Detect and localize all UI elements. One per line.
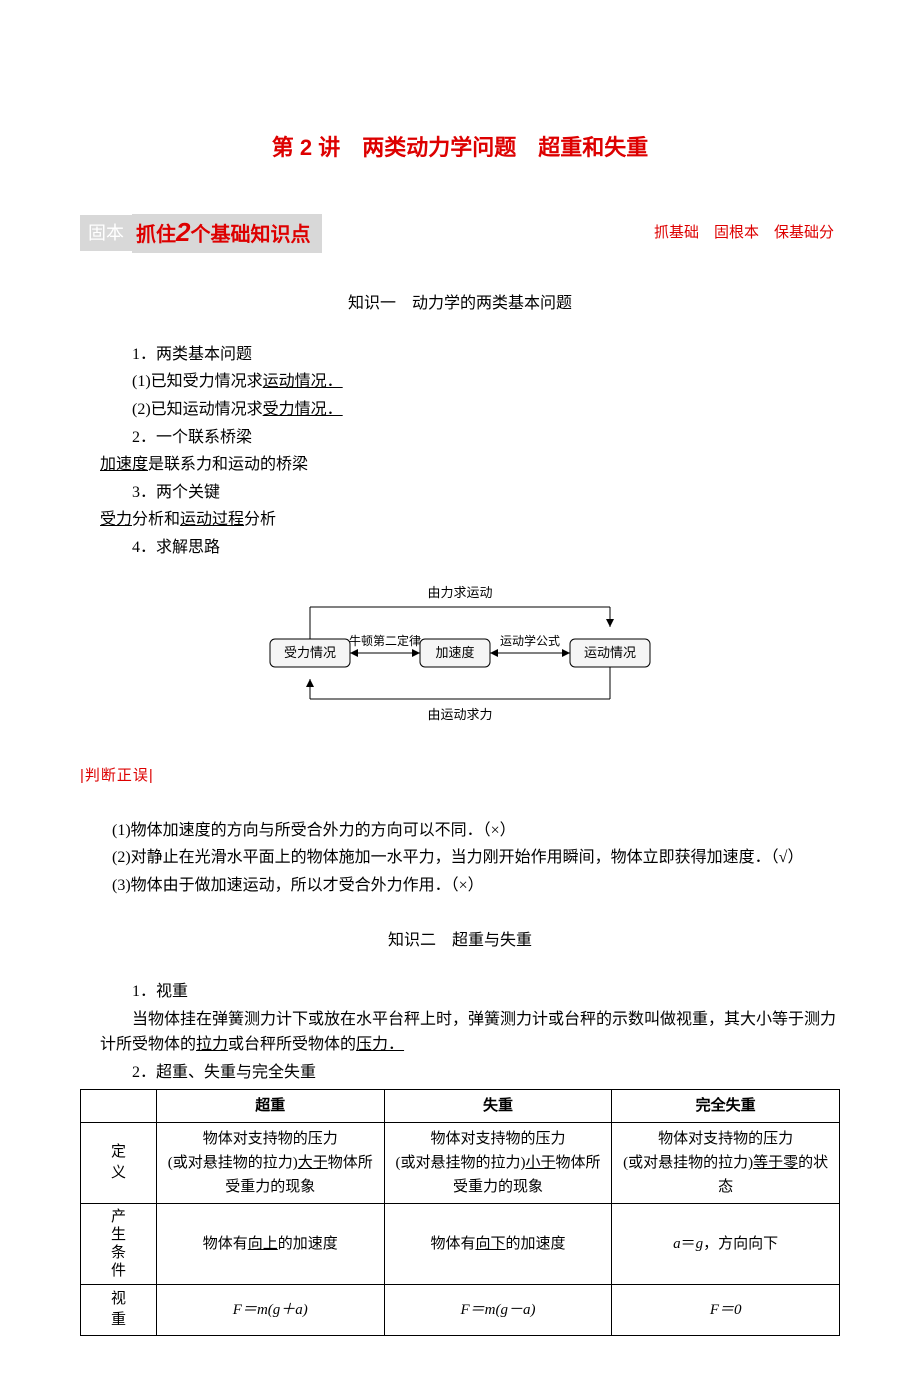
lecture-title: 第 2 讲 两类动力学问题 超重和失重	[80, 130, 840, 165]
s1-p1b-u: 受力情况．	[263, 401, 343, 418]
row-label-def: 定义	[81, 1123, 157, 1204]
row-label-weight: 视重	[81, 1285, 157, 1336]
judge-2: (2)对静止在光滑水平面上的物体施加一水平力，当力刚开始作用瞬间，物体立即获得加…	[80, 845, 840, 871]
section1-content: 1．两类基本问题 (1)已知受力情况求运动情况． (2)已知运动情况求受力情况．…	[100, 342, 840, 561]
s1-p3a-u1: 受力	[100, 511, 132, 528]
def-under: 物体对支持物的压力 (或对悬挂物的拉力)小于物体所受重力的现象	[384, 1123, 612, 1204]
th-over: 超重	[156, 1090, 384, 1123]
d-box-mid: 加速度	[435, 645, 474, 660]
w-zero: F＝0	[612, 1285, 840, 1336]
th-blank	[81, 1090, 157, 1123]
cond-under: 物体有向下的加速度	[384, 1204, 612, 1285]
table-row-weight: 视重 F＝m(g＋a) F＝m(g－a) F＝0	[81, 1285, 840, 1336]
def-zero-l1: 物体对支持物的压力	[658, 1131, 793, 1147]
s1-p3a-post: 分析	[244, 511, 276, 528]
diagram-svg: 由力求运动 受力情况 牛顿第二定律 加速度 运动学公式 运动情况 由运动求力	[230, 579, 690, 739]
banner: 固本 抓住2个基础知识点 抓基础 固根本 保基础分	[80, 215, 840, 251]
s1-p3: 3．两个关键	[100, 480, 840, 506]
def-zero: 物体对支持物的压力 (或对悬挂物的拉力)等于零的状态	[612, 1123, 840, 1204]
banner-subtitle: 抓基础 固根本 保基础分	[654, 215, 840, 251]
banner-post: 个基础知识点	[190, 224, 310, 246]
s1-p2a-u: 加速度	[100, 456, 148, 473]
s1-p2a: 加速度是联系力和运动的桥梁	[100, 452, 840, 478]
d-bottom-label: 由运动求力	[427, 707, 492, 722]
s2-p1a: 当物体挂在弹簧测力计下或放在水平台秤上时，弹簧测力计或台秤的示数叫做视重，其大小…	[100, 1007, 840, 1058]
s2-p1: 1．视重	[100, 979, 840, 1005]
def-over-u: 大于	[298, 1155, 328, 1171]
s1-p4: 4．求解思路	[100, 535, 840, 561]
s2-p1a-mid: 或台秤所受物体的	[228, 1036, 356, 1053]
def-under-u: 小于	[525, 1155, 555, 1171]
table-row-cond: 产生条件 物体有向上的加速度 物体有向下的加速度 a＝g，方向向下	[81, 1204, 840, 1285]
s1-p3a-mid: 分析和	[132, 511, 180, 528]
th-under: 失重	[384, 1090, 612, 1123]
banner-tag: 固本	[80, 215, 132, 251]
s1-p1b: (2)已知运动情况求受力情况．	[100, 397, 840, 423]
cond-over-pre: 物体有	[203, 1236, 248, 1252]
table-row-def: 定义 物体对支持物的压力 (或对悬挂物的拉力)大于物体所受重力的现象 物体对支持…	[81, 1123, 840, 1204]
w-over: F＝m(g＋a)	[156, 1285, 384, 1336]
cond-under-u: 向下	[475, 1236, 505, 1252]
d-top-label: 由力求运动	[427, 585, 492, 600]
s1-p3a-u2: 运动过程	[180, 511, 244, 528]
s1-p2: 2．一个联系桥梁	[100, 425, 840, 451]
def-zero-u: 等于零	[753, 1155, 798, 1171]
judge-3: (3)物体由于做加速运动，所以才受合外力作用．（×）	[80, 873, 840, 899]
flow-diagram: 由力求运动 受力情况 牛顿第二定律 加速度 运动学公式 运动情况 由运动求力	[80, 579, 840, 739]
section1-heading: 知识一 动力学的两类基本问题	[80, 291, 840, 317]
s1-p1: 1．两类基本问题	[100, 342, 840, 368]
cond-over-u: 向上	[248, 1236, 278, 1252]
cond-over-post: 的加速度	[278, 1236, 338, 1252]
row-label-cond: 产生条件	[81, 1204, 157, 1285]
judge-heading: |判断正误|	[80, 764, 840, 788]
th-zero: 完全失重	[612, 1090, 840, 1123]
cond-under-pre: 物体有	[430, 1236, 475, 1252]
d-arrow-r-label: 运动学公式	[500, 633, 560, 648]
def-under-l1: 物体对支持物的压力	[430, 1131, 565, 1147]
s2-p2: 2．超重、失重与完全失重	[100, 1060, 840, 1086]
banner-number: 2	[176, 217, 190, 247]
s1-p1b-pre: (2)已知运动情况求	[132, 401, 263, 418]
banner-pre: 抓住	[136, 224, 176, 246]
s1-p1a-pre: (1)已知受力情况求	[132, 373, 263, 390]
cond-over: 物体有向上的加速度	[156, 1204, 384, 1285]
section2-heading: 知识二 超重与失重	[80, 928, 840, 954]
def-under-pre: (或对悬挂物的拉力)	[395, 1155, 525, 1171]
def-over: 物体对支持物的压力 (或对悬挂物的拉力)大于物体所受重力的现象	[156, 1123, 384, 1204]
d-box-right: 运动情况	[584, 645, 636, 660]
def-zero-pre: (或对悬挂物的拉力)	[623, 1155, 753, 1171]
def-over-pre: (或对悬挂物的拉力)	[168, 1155, 298, 1171]
s1-p2a-post: 是联系力和运动的桥梁	[148, 456, 308, 473]
def-over-l1: 物体对支持物的压力	[203, 1131, 338, 1147]
weight-table: 超重 失重 完全失重 定义 物体对支持物的压力 (或对悬挂物的拉力)大于物体所受…	[80, 1089, 840, 1336]
s2-p1a-u1: 拉力	[196, 1036, 228, 1053]
d-arrow-l-label: 牛顿第二定律	[349, 633, 421, 648]
section2-content: 1．视重 当物体挂在弹簧测力计下或放在水平台秤上时，弹簧测力计或台秤的示数叫做视…	[100, 979, 840, 1085]
s1-p1a: (1)已知受力情况求运动情况．	[100, 369, 840, 395]
judge-list: (1)物体加速度的方向与所受合外力的方向可以不同．（×） (2)对静止在光滑水平…	[80, 818, 840, 899]
w-under: F＝m(g－a)	[384, 1285, 612, 1336]
banner-heading: 抓住2个基础知识点	[132, 214, 322, 253]
table-header-row: 超重 失重 完全失重	[81, 1090, 840, 1123]
s1-p1a-u: 运动情况．	[263, 373, 343, 390]
cond-under-post: 的加速度	[505, 1236, 565, 1252]
s2-p1a-u2: 压力．	[356, 1036, 404, 1053]
cond-zero: a＝g，方向向下	[612, 1204, 840, 1285]
judge-1: (1)物体加速度的方向与所受合外力的方向可以不同．（×）	[80, 818, 840, 844]
s1-p3a: 受力分析和运动过程分析	[100, 507, 840, 533]
d-box-left: 受力情况	[284, 645, 336, 660]
